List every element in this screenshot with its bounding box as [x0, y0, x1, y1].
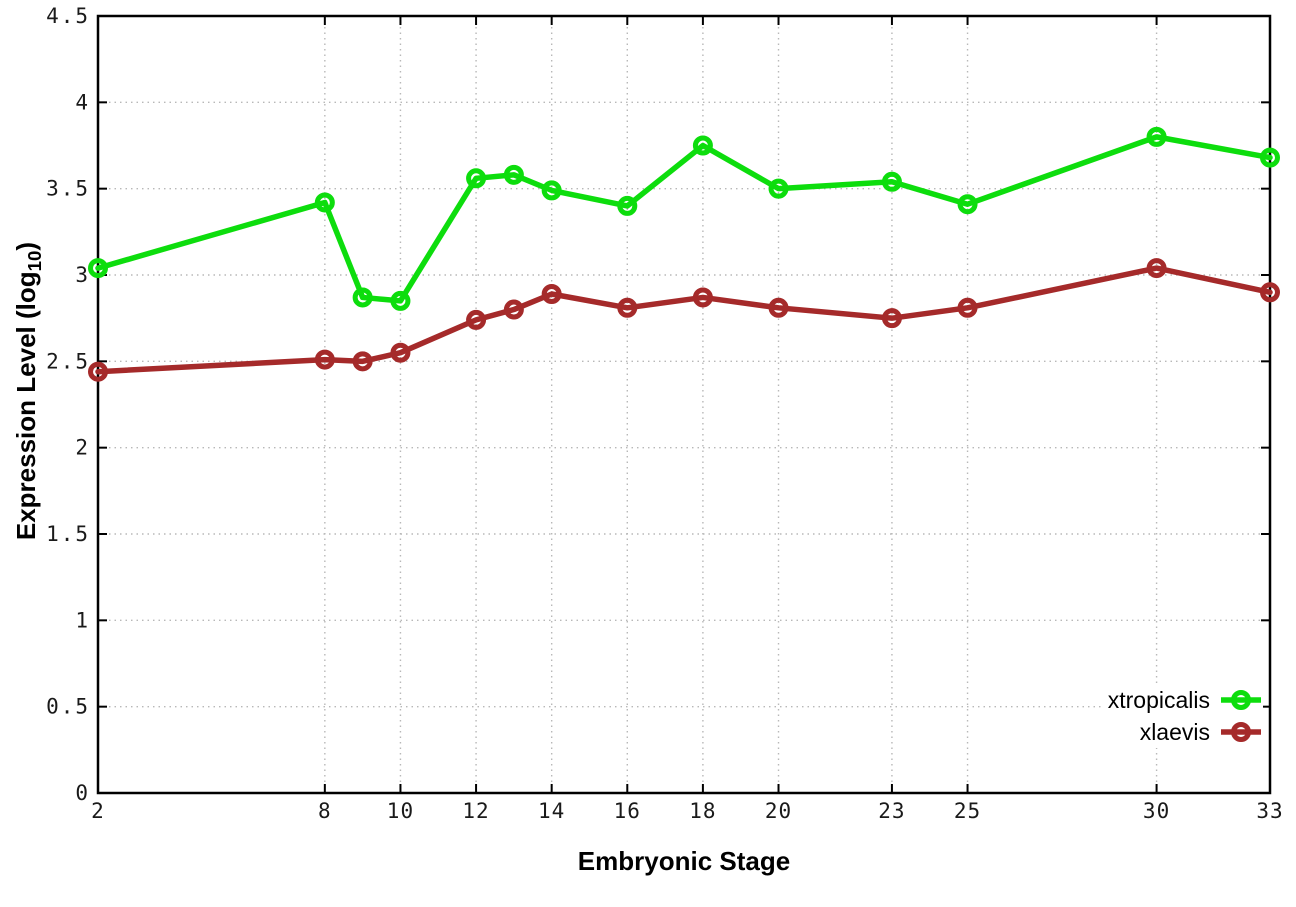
- y-axis-title-close: ): [11, 241, 41, 251]
- data-point-xtropicalis: [1146, 126, 1167, 147]
- data-point-xtropicalis: [88, 258, 108, 279]
- legend-entry-xlaevis: xlaevis: [1108, 716, 1263, 748]
- data-point-xlaevis: [768, 297, 789, 318]
- x-tick-label: 16: [614, 799, 641, 823]
- data-point-xlaevis: [692, 287, 713, 308]
- data-point-xlaevis: [541, 283, 562, 304]
- xlaevis-line-marker-icon: [1221, 722, 1261, 742]
- y-tick-label: 2.5: [46, 349, 90, 373]
- legend-entry-xtropicalis: xtropicalis: [1108, 684, 1263, 716]
- plot-border: [96, 14, 1272, 795]
- legend-label-xtropicalis: xtropicalis: [1107, 686, 1210, 713]
- y-axis-title-subscript: 10: [24, 250, 46, 272]
- data-point-xlaevis: [88, 361, 108, 382]
- x-tick-label: 30: [1143, 799, 1170, 823]
- data-point-xlaevis: [503, 299, 524, 320]
- data-point-xlaevis: [617, 297, 638, 318]
- data-point-xtropicalis: [466, 168, 487, 189]
- y-tick-label: 3: [75, 263, 90, 287]
- y-axis-title: Expression Level (log10): [11, 176, 46, 606]
- y-tick-label: 3.5: [46, 177, 90, 201]
- x-tick-label: 20: [765, 799, 792, 823]
- legend: xtropicalis xlaevis: [1101, 684, 1263, 748]
- x-tick-label: 10: [387, 799, 414, 823]
- legend-label-xlaevis: xlaevis: [1139, 718, 1210, 745]
- y-tick-label: 4: [75, 90, 90, 114]
- data-point-xtropicalis: [390, 290, 411, 311]
- data-point-xlaevis: [957, 297, 978, 318]
- y-tick-label: 0: [75, 781, 90, 805]
- data-point-xlaevis: [1146, 258, 1167, 279]
- x-tick-label: 33: [1256, 799, 1283, 823]
- x-tick-label: 2: [91, 799, 105, 823]
- y-tick-label: 4.5: [46, 4, 90, 28]
- data-point-xtropicalis: [957, 194, 978, 215]
- data-point-xlaevis: [466, 309, 487, 330]
- y-tick-label: 2: [75, 436, 90, 460]
- data-point-xlaevis: [390, 342, 411, 363]
- series-line-xlaevis: [95, 265, 1273, 375]
- y-tick-label: 0.5: [46, 695, 90, 719]
- x-tick-label: 14: [538, 799, 565, 823]
- xtropicalis-line-marker-icon: [1221, 690, 1261, 710]
- x-tick-label: 25: [954, 799, 981, 823]
- data-point-xtropicalis: [541, 180, 562, 201]
- x-tick-label: 23: [878, 799, 905, 823]
- data-point-xtropicalis: [503, 164, 524, 185]
- data-point-xlaevis: [314, 349, 335, 370]
- data-point-xlaevis: [881, 308, 902, 329]
- x-tick-label: 12: [462, 799, 489, 823]
- data-point-xlaevis: [352, 351, 373, 372]
- data-point-xtropicalis: [881, 171, 902, 192]
- x-axis-title: Embryonic Stage: [577, 846, 791, 876]
- y-tick-label: 1: [75, 608, 90, 632]
- data-point-xtropicalis: [617, 195, 638, 216]
- data-point-xtropicalis: [1260, 147, 1280, 168]
- series-line-xtropicalis: [95, 134, 1273, 304]
- data-point-xtropicalis: [352, 287, 373, 308]
- data-point-xtropicalis: [768, 178, 789, 199]
- data-point-xtropicalis: [314, 192, 335, 213]
- y-axis-title-text: Expression Level (log: [11, 271, 41, 541]
- data-point-xtropicalis: [692, 135, 713, 156]
- data-point-xlaevis: [1260, 282, 1280, 303]
- x-tick-label: 18: [689, 799, 716, 823]
- y-tick-label: 1.5: [46, 522, 90, 546]
- x-tick-label: 8: [318, 799, 332, 823]
